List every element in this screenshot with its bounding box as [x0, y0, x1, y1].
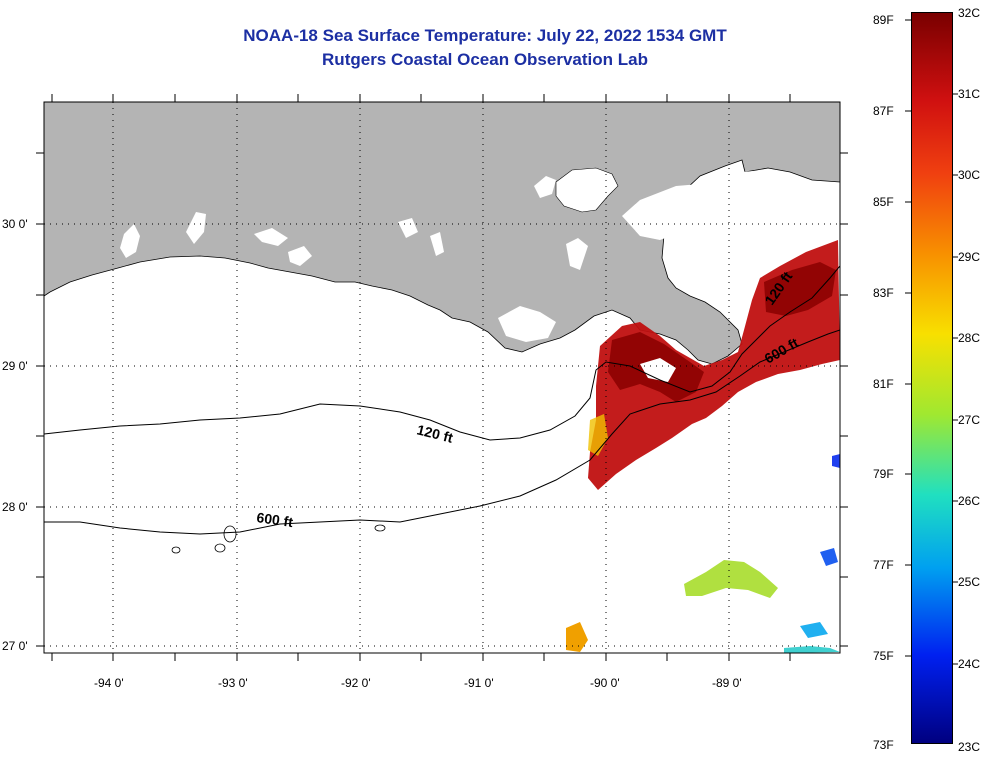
- lake-calcasieu: [120, 224, 140, 258]
- contour-label-600: 600 ft: [256, 509, 295, 530]
- lake-maurepas: [534, 176, 556, 198]
- sst-patch-orange: [566, 622, 588, 652]
- colorbar-f-83: 83F: [873, 286, 894, 300]
- colorbar-f-79: 79F: [873, 467, 894, 481]
- graticule: [44, 102, 840, 653]
- temperature-colorbar: [911, 12, 953, 744]
- map-title: NOAA-18 Sea Surface Temperature: July 22…: [243, 26, 727, 45]
- contour-600ft: [44, 329, 840, 535]
- marsh-3: [430, 232, 444, 256]
- marsh-7: [742, 170, 840, 274]
- map-frame: [43, 101, 841, 654]
- colorbar-f-85: 85F: [873, 195, 894, 209]
- marsh-5: [622, 184, 706, 240]
- marsh-2: [398, 218, 418, 238]
- sst-patch-blue-3: [832, 454, 840, 468]
- colorbar-c-25: 25C: [958, 575, 981, 589]
- marsh-8: [498, 306, 556, 342]
- lake-white: [186, 212, 206, 244]
- lat-label-30: 30 0': [2, 217, 28, 231]
- colorbar-f-81: 81F: [873, 377, 894, 391]
- sst-hot-core-2: [764, 262, 836, 316]
- sst-yellow-edge: [588, 414, 608, 456]
- colorbar-c-30: 30C: [958, 168, 981, 182]
- contour-120ft: [44, 265, 840, 441]
- lon-label-91: -91 0': [464, 676, 494, 690]
- colorbar-c-32: 32C: [958, 6, 981, 20]
- marsh-1: [288, 246, 312, 266]
- marsh-6: [700, 212, 748, 290]
- sst-patch-cyan: [784, 646, 840, 653]
- sst-patch-green: [684, 560, 778, 598]
- lon-label-94: -94 0': [94, 676, 124, 690]
- lon-label-89: -89 0': [712, 676, 742, 690]
- sst-cloud-gap: [640, 358, 676, 382]
- colorbar-c-27: 27C: [958, 413, 981, 427]
- colorbar-f-75: 75F: [873, 649, 894, 663]
- lat-label-27: 27 0': [2, 639, 28, 653]
- colorbar-c-23: 23C: [958, 740, 981, 754]
- tick-marks: [36, 94, 848, 661]
- lon-label-90: -90 0': [590, 676, 620, 690]
- colorbar-ticks: [905, 19, 958, 665]
- colorbar-c-28: 28C: [958, 331, 981, 345]
- lon-label-93: -93 0': [218, 676, 248, 690]
- colorbar-c-24: 24C: [958, 657, 981, 671]
- lat-label-29: 29 0': [2, 359, 28, 373]
- colorbar-f-77: 77F: [873, 558, 894, 572]
- sst-patch-blue-2: [800, 622, 828, 638]
- colorbar-f-87: 87F: [873, 104, 894, 118]
- marsh-4: [566, 238, 588, 270]
- map-subtitle: Rutgers Coastal Ocean Observation Lab: [322, 50, 648, 69]
- colorbar-c-26: 26C: [958, 494, 981, 508]
- sst-patch-blue: [820, 548, 838, 566]
- colorbar-f-73: 73F: [873, 738, 894, 752]
- lat-label-28: 28 0': [2, 500, 28, 514]
- lake-grand: [254, 228, 288, 246]
- lake-pontchartrain: [555, 167, 619, 213]
- colorbar-c-29: 29C: [958, 250, 981, 264]
- lon-label-92: -92 0': [341, 676, 371, 690]
- colorbar-f-89: 89F: [873, 13, 894, 27]
- colorbar-c-31: 31C: [958, 87, 981, 101]
